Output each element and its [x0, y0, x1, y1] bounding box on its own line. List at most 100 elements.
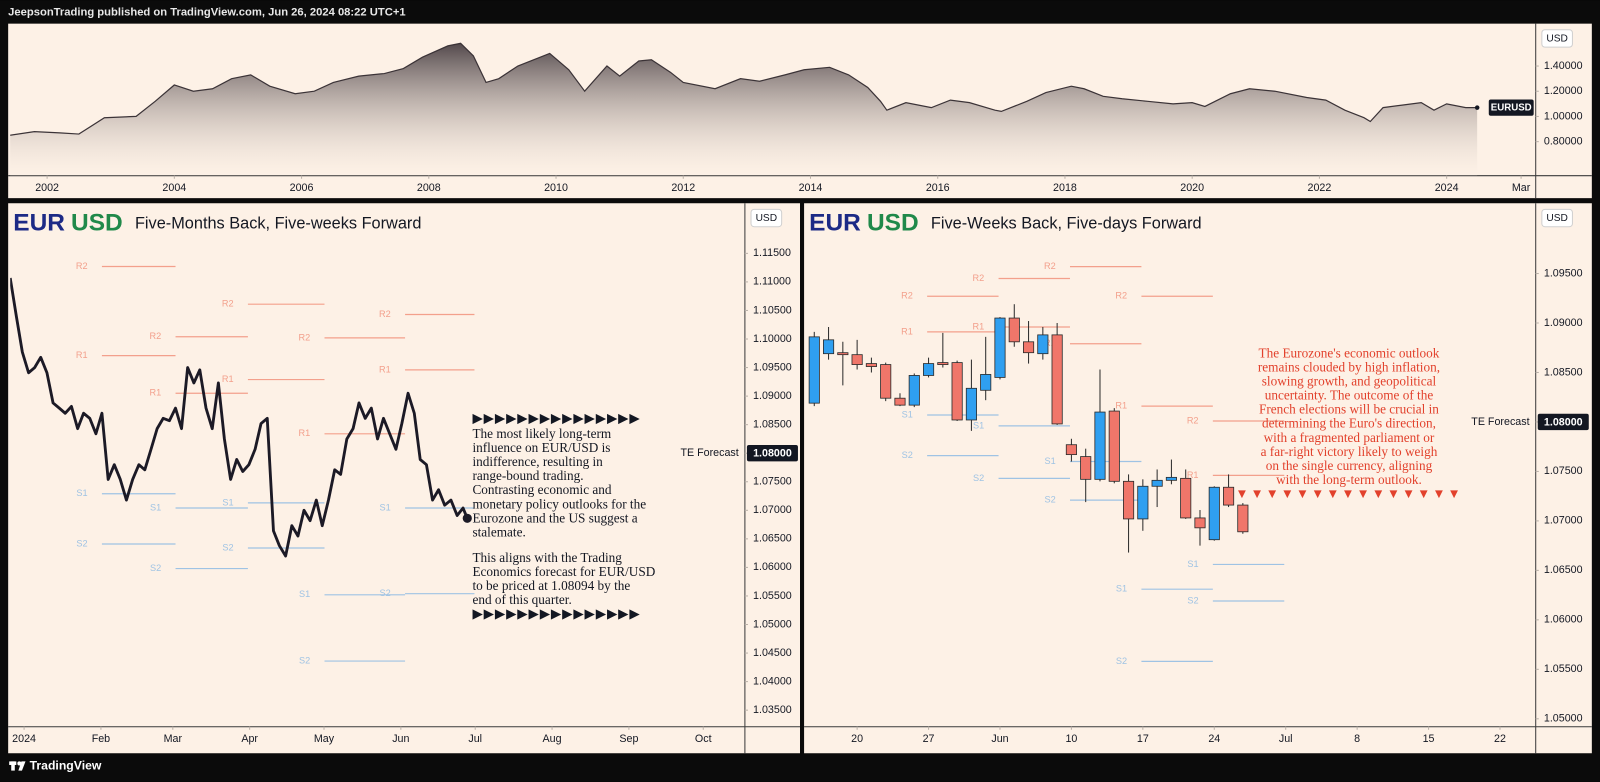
pivot-label: S2	[1187, 595, 1198, 605]
candle-body	[823, 339, 835, 355]
candle-body	[1137, 485, 1149, 520]
candle-body	[1037, 334, 1049, 355]
last-point	[1474, 105, 1480, 110]
area-fill	[10, 43, 1478, 176]
x-tick-label: 2010	[544, 182, 568, 194]
x-tick-label: 24	[1208, 733, 1220, 745]
y-tick-label: 1.05000	[753, 618, 792, 630]
plot-area: R2 R2 R2 R2 R2 R1 R1 R1 R1 R1 S1 S1 S1 S1 S1 S2 S2 S2 S2 S2	[10, 261, 475, 665]
y-tick-label: 1.06500	[753, 533, 792, 545]
candle-body	[1023, 341, 1035, 354]
candle-body	[994, 317, 1006, 378]
annotation-arrows: ▶▶▶▶▶▶▶▶▶▶▶▶▶▶▶	[472, 606, 640, 621]
pivot-label: R2	[1187, 415, 1199, 425]
title-subtitle: Five-Weeks Back, Five-days Forward	[931, 215, 1202, 233]
forecast-price-box	[746, 445, 798, 462]
x-tick-label: 2018	[1053, 182, 1077, 194]
annotation-text: slowing growth, and geopolitical	[1262, 373, 1437, 388]
y-tick-label: 1.07500	[753, 476, 792, 488]
pivot-label: S2	[299, 655, 310, 665]
x-tick-label: Oct	[695, 733, 712, 745]
candle-body	[851, 354, 863, 365]
y-tick-label: 0.80000	[1544, 135, 1583, 147]
forecast-price: 1.08000	[1544, 416, 1583, 428]
y-tick-label: 1.10500	[753, 304, 792, 316]
chart-pane: USD 0.80000 1.00000 1.20000 1.40000 2002 2004 2…	[8, 23, 1592, 199]
y-tick-label: 1.05500	[1544, 663, 1583, 675]
x-tick-label: 2008	[417, 182, 441, 194]
axis-unit-box	[1541, 208, 1573, 228]
pivot-label: S1	[1187, 559, 1198, 569]
pivot-label: S1	[380, 502, 391, 512]
y-tick-label: 1.09000	[753, 390, 792, 402]
pivot-label: R1	[379, 364, 391, 374]
y-tick-label: 1.00000	[1544, 110, 1583, 122]
candle-body	[908, 375, 920, 406]
title-base: EUR	[809, 210, 861, 237]
x-tick-label: 17	[1137, 733, 1149, 745]
annotation-text: end of this quarter.	[472, 592, 571, 607]
candle-body	[1208, 486, 1220, 541]
annotation-text: French elections will be crucial in	[1259, 402, 1439, 417]
pivot-label: S2	[1044, 495, 1055, 505]
axis-unit: USD	[756, 213, 778, 224]
candle-body	[980, 374, 992, 391]
candle-body	[1094, 411, 1106, 480]
forecast-label: TE Forecast	[680, 447, 738, 459]
candle-body	[808, 336, 820, 404]
annotation-text: range-bound trading.	[472, 468, 583, 483]
y-tick-label: 1.07000	[1544, 515, 1583, 527]
symbol-label-box	[1488, 99, 1534, 116]
pivot-label: R2	[1115, 291, 1127, 301]
x-tick-label: 2022	[1308, 182, 1332, 194]
annotation-text: remains clouded by high inflation,	[1258, 359, 1440, 374]
annotation-text: indifference, resulting in	[472, 454, 603, 469]
annotation-text: The Eurozone's economic outlook	[1259, 345, 1440, 360]
pivot-label: R1	[901, 326, 913, 336]
candle-body	[1237, 504, 1249, 533]
title-quote: USD	[71, 210, 123, 237]
pivot-label: S2	[150, 563, 161, 573]
pivot-label: S1	[299, 589, 310, 599]
annotation-text: to be priced at 1.08094 by the	[472, 578, 630, 593]
pivot-label: S2	[902, 450, 913, 460]
x-tick-label: 2016	[926, 182, 950, 194]
forecast-label: TE Forecast	[1471, 416, 1529, 428]
x-tick-label: 27	[923, 733, 935, 745]
x-tick-label: 10	[1065, 733, 1077, 745]
x-tick-label: Jun	[392, 733, 409, 745]
y-tick-label: 1.05000	[1544, 713, 1583, 725]
candle-body	[880, 364, 892, 399]
forecast-price: 1.08000	[753, 448, 792, 460]
pivot-label: S1	[222, 497, 233, 507]
pivot-label: R2	[379, 309, 391, 319]
y-tick-label: 1.08500	[753, 418, 792, 430]
x-tick-label: Feb	[92, 733, 110, 745]
y-tick-label: 1.03500	[753, 704, 792, 716]
pivot-label: R1	[76, 350, 88, 360]
pivot-label: R1	[298, 428, 310, 438]
pivot-label: R1	[1187, 470, 1199, 480]
y-tick-label: 1.11000	[753, 276, 791, 288]
x-tick-label: 2024	[12, 733, 36, 745]
y-tick-label: 1.09500	[753, 361, 792, 373]
x-tick-label: 2006	[290, 182, 314, 194]
x-tick-label: 2002	[35, 182, 59, 194]
annotation-text: on the single currency, aligning	[1266, 458, 1433, 473]
y-tick-label: 1.05500	[753, 590, 792, 602]
x-tick-label: 22	[1494, 733, 1506, 745]
pivot-label: S1	[76, 488, 87, 498]
candle-body	[894, 397, 906, 406]
candle-body	[1223, 486, 1235, 506]
annotation-text: with a fragmented parliament or	[1264, 430, 1435, 445]
x-tick-label: Jul	[468, 733, 482, 745]
title-base: EUR	[13, 210, 65, 237]
y-tick-label: 1.07000	[753, 504, 792, 516]
annotation-text: Economics forecast for EUR/USD	[472, 564, 655, 579]
plot-area	[10, 42, 1480, 176]
pivot-label: R1	[1115, 401, 1127, 411]
pivot-label: R2	[150, 331, 162, 341]
annotation-arrows: ▼▼▼▼▼▼▼▼▼▼▼▼▼▼▼	[1235, 486, 1462, 501]
candle-body	[1194, 517, 1206, 529]
